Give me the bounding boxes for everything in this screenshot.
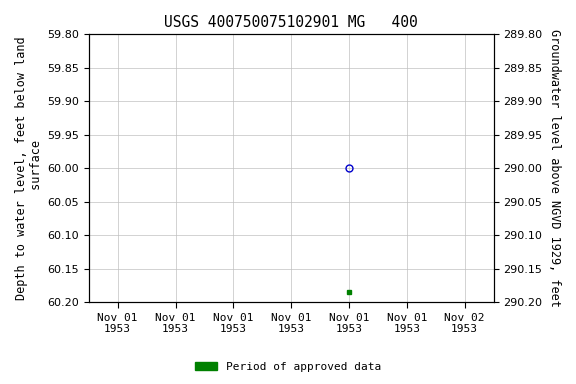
Title: USGS 400750075102901 MG   400: USGS 400750075102901 MG 400 <box>164 15 418 30</box>
Legend: Period of approved data: Period of approved data <box>191 358 385 377</box>
Y-axis label: Depth to water level, feet below land
 surface: Depth to water level, feet below land su… <box>15 36 43 300</box>
Y-axis label: Groundwater level above NGVD 1929, feet: Groundwater level above NGVD 1929, feet <box>548 29 561 307</box>
